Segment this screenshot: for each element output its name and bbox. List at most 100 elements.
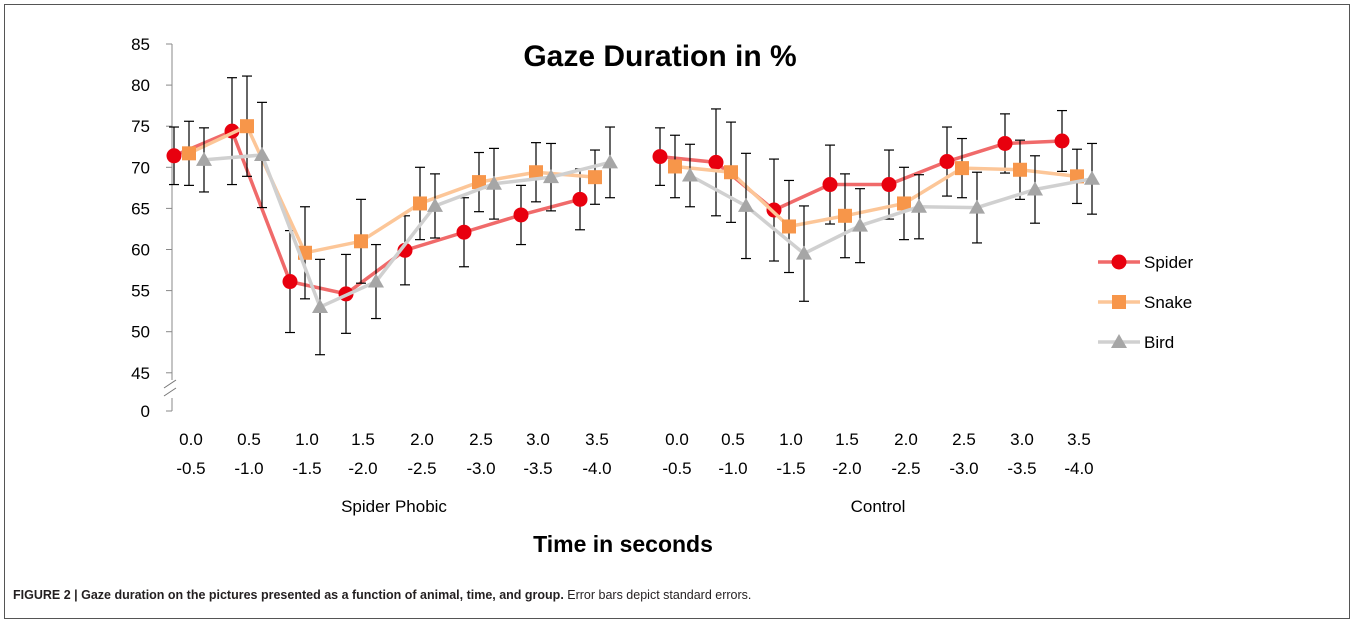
x-tick-label: 3.0 [526, 430, 550, 449]
series-bird [196, 101, 1100, 356]
data-point [782, 219, 796, 234]
y-tick-label: 55 [131, 282, 150, 301]
data-point [1027, 181, 1043, 196]
x-tick-label: 2.0 [410, 430, 434, 449]
data-point [543, 169, 559, 184]
legend-item-bird: Bird [1098, 333, 1174, 352]
series-line [689, 173, 1093, 256]
legend-marker [1111, 254, 1127, 270]
data-point [572, 191, 588, 207]
x-tick-label: 1.0 [779, 430, 803, 449]
data-point [354, 234, 368, 249]
x-tick-label: -4.0 [582, 459, 611, 478]
series-line [188, 123, 596, 255]
caption-note: Error bars depict standard errors. [563, 588, 752, 602]
legend-marker [1111, 334, 1127, 348]
x-tick-label: -3.5 [1007, 459, 1036, 478]
y-tick-label: 70 [131, 158, 150, 177]
x-tick-label: -2.5 [407, 459, 436, 478]
plot-area [166, 75, 1100, 356]
y-tick-label: 80 [131, 76, 150, 95]
data-point [955, 161, 969, 176]
y-tick-label: 45 [131, 364, 150, 383]
x-tick-label: 1.0 [295, 430, 319, 449]
x-tick-label: 0.5 [237, 430, 261, 449]
data-point [822, 177, 838, 193]
x-tick-label: -3.0 [949, 459, 978, 478]
x-tick-label: 3.0 [1010, 430, 1034, 449]
x-tick-label: -3.5 [523, 459, 552, 478]
x-tick-label: -2.0 [348, 459, 377, 478]
y-tick-label: 85 [131, 35, 150, 54]
group-label: Spider Phobic [341, 497, 447, 516]
series-line [674, 164, 1078, 229]
data-point [682, 167, 698, 182]
data-point [838, 208, 852, 223]
y-tick-label: 0 [141, 402, 150, 421]
figure-caption: FIGURE 2 | Gaze duration on the pictures… [13, 588, 1343, 602]
data-point [738, 197, 754, 212]
legend-label: Spider [1144, 253, 1193, 272]
x-tick-label: 1.5 [351, 430, 375, 449]
x-tick-label: -0.5 [662, 459, 691, 478]
data-point [182, 146, 196, 161]
data-point [529, 165, 543, 180]
data-point [413, 196, 427, 211]
data-point [602, 154, 618, 169]
chart-title: Gaze Duration in % [523, 40, 796, 73]
x-axis-title: Time in seconds [533, 531, 713, 557]
data-point [486, 175, 502, 190]
y-tick-label: 65 [131, 199, 150, 218]
series-snake [182, 75, 1084, 300]
data-point [1084, 170, 1100, 185]
data-point [456, 224, 472, 240]
x-tick-label: -2.5 [891, 459, 920, 478]
x-tick-label: 3.5 [585, 430, 609, 449]
x-tick-label: -4.0 [1064, 459, 1093, 478]
legend-marker [1112, 295, 1126, 309]
data-point [969, 199, 985, 214]
data-point [997, 135, 1013, 151]
x-tick-label: 3.5 [1067, 430, 1091, 449]
x-tick-label: -0.5 [176, 459, 205, 478]
data-point [312, 299, 328, 314]
group-label: Control [851, 497, 906, 516]
data-point [240, 119, 254, 134]
y-tick-label: 50 [131, 323, 150, 342]
data-point [513, 207, 529, 223]
data-point [724, 165, 738, 180]
data-point [939, 154, 955, 170]
x-tick-label: -1.5 [292, 459, 321, 478]
data-point [427, 197, 443, 212]
x-tick-label: 0.0 [665, 430, 689, 449]
x-tick-label: 0.5 [721, 430, 745, 449]
x-tick-label: 1.5 [835, 430, 859, 449]
x-tick-label: -1.0 [718, 459, 747, 478]
x-tick-label: 2.5 [952, 430, 976, 449]
data-point [1013, 162, 1027, 177]
x-tick-label: 2.0 [894, 430, 918, 449]
x-tick-label: 2.5 [469, 430, 493, 449]
x-axis: 0.0 -0.5 0.5 -1.0 1.0 -1.5 1.5 -2.0 2.0 -2.5 2.5 -3… [176, 430, 1093, 516]
caption-label: FIGURE 2 | Gaze duration on the pictures… [13, 588, 564, 602]
data-point [852, 217, 868, 232]
data-point [196, 151, 212, 166]
series-line [203, 153, 611, 310]
figure-frame [4, 4, 1350, 619]
axis-break-mark [163, 379, 177, 397]
x-tick-label: -1.0 [234, 459, 263, 478]
data-point [282, 274, 298, 290]
y-tick-label: 75 [131, 117, 150, 136]
data-point [368, 273, 384, 288]
data-point [668, 159, 682, 174]
data-point [588, 170, 602, 185]
data-point [1054, 133, 1070, 149]
x-tick-label: -2.0 [832, 459, 861, 478]
x-tick-label: -1.5 [776, 459, 805, 478]
legend-item-spider: Spider [1098, 253, 1193, 272]
legend: Spider Snake Bird [1098, 253, 1193, 352]
data-point [254, 146, 270, 161]
gaze-duration-chart: Gaze Duration in % 0 45 50 55 60 65 70 75 80 85 0… [131, 35, 1193, 557]
legend-label: Snake [1144, 293, 1192, 312]
data-point [881, 177, 897, 193]
